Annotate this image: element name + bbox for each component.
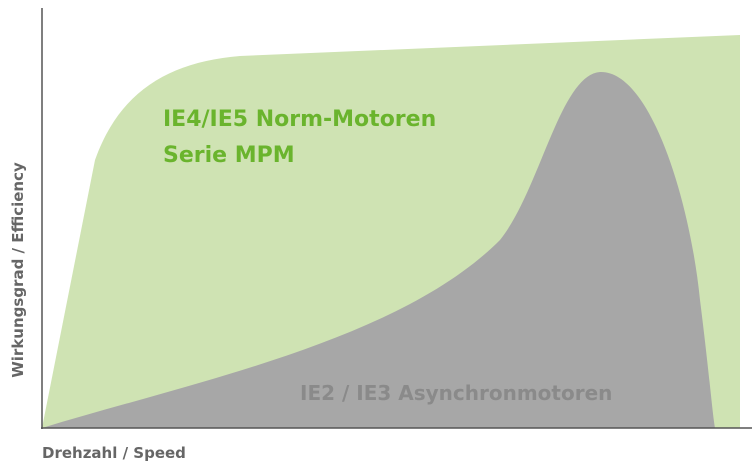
gray-label: IE2 / IE3 Asynchronmotoren	[300, 381, 612, 405]
y-axis-label: Wirkungsgrad / Efficiency	[9, 162, 27, 378]
green-label-line: Serie MPM	[163, 143, 295, 168]
green-label-line: IE4/IE5 Norm-Motoren	[163, 107, 436, 132]
gray-area	[42, 71, 715, 428]
x-axis-label: Drehzahl / Speed	[42, 444, 186, 462]
